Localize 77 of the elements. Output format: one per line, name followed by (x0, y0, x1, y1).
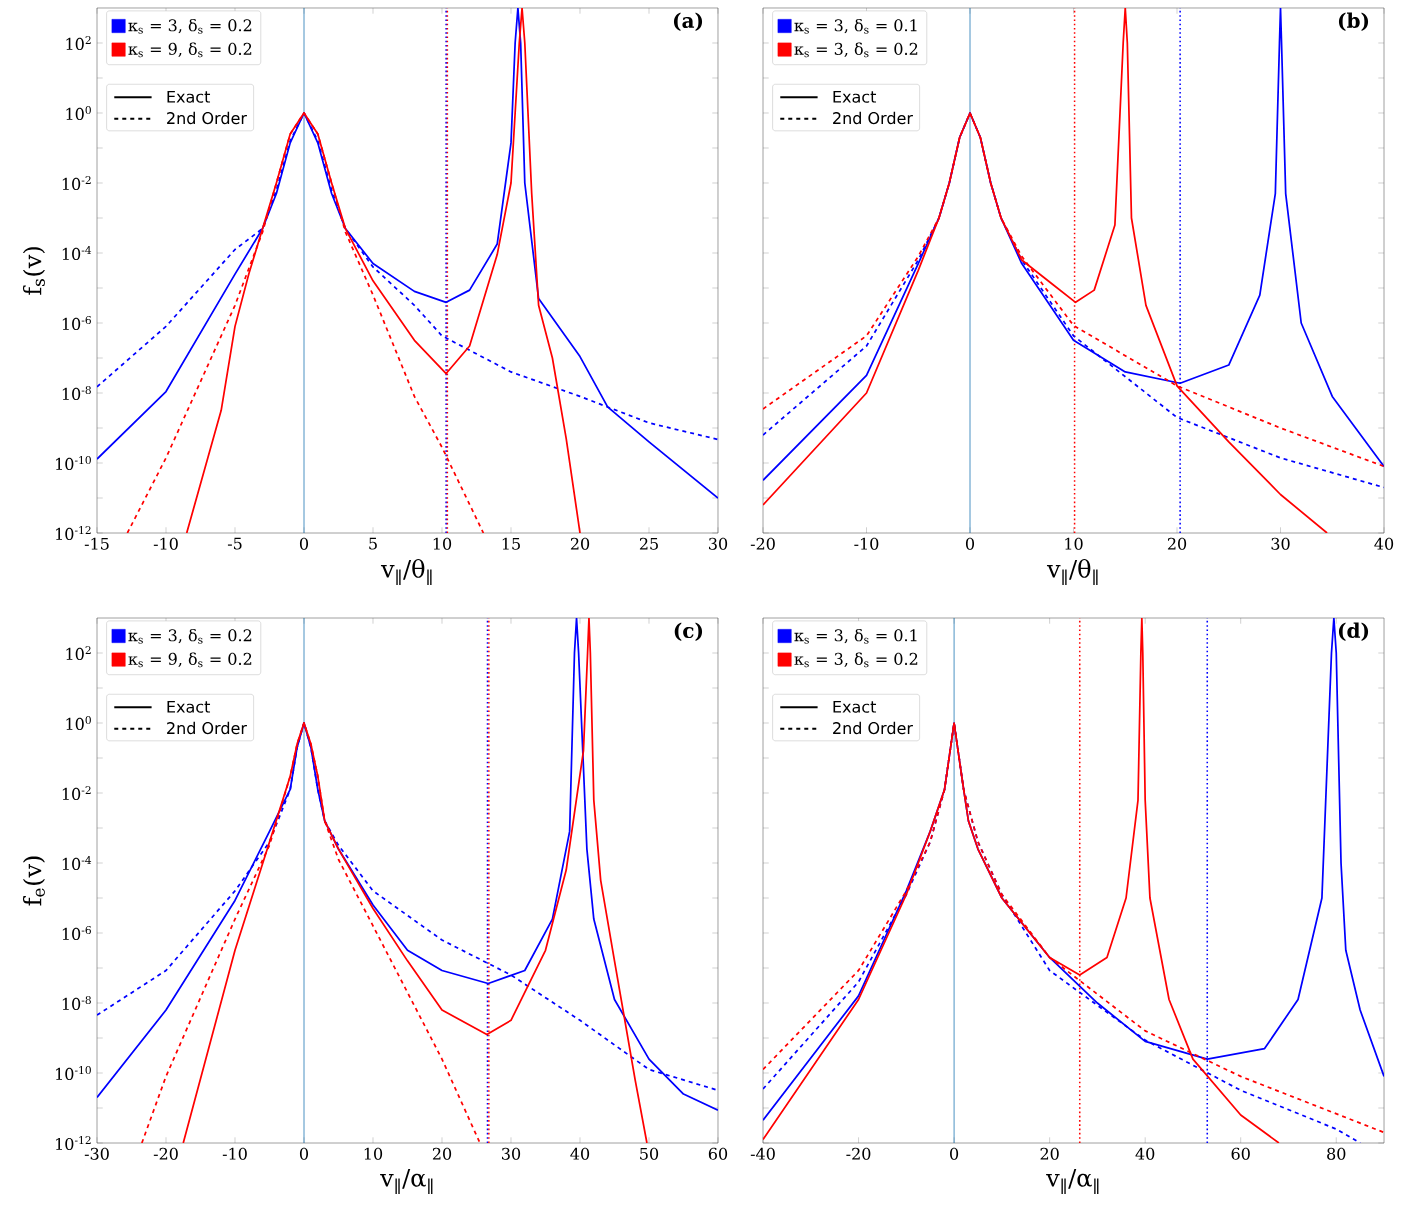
legend-label: κ$_{s}$ = 3, δ$_{s}$ = 0.1 (794, 18, 917, 34)
annotation: Exact (167, 90, 211, 103)
x-tick-label: 20 (432, 1147, 452, 1160)
x-tick-label: 10 (364, 1147, 383, 1160)
legend-label: κ$_{s}$ = 3, δ$_{s}$ = 0.1 (794, 628, 917, 644)
x-tick-label: 0 (299, 537, 309, 550)
annotation: Exact (167, 700, 211, 713)
x-tick-label: 50 (640, 1147, 659, 1160)
x-tick-label: 40 (1374, 537, 1394, 550)
x-axis-title: v$_{∥}$/θ$_{∥}$ (1046, 558, 1098, 586)
chart-title: (d) (1338, 622, 1369, 641)
chart-title: (c) (674, 622, 703, 641)
x-tick-label: 15 (502, 537, 520, 550)
x-tick-label: 30 (1271, 537, 1290, 550)
legend-label: κ$_{s}$ = 3, δ$_{s}$ = 0.2 (128, 18, 252, 34)
y-tick-label: 10$^{-12}$ (56, 526, 91, 540)
x-tick-label: -10 (222, 1147, 247, 1160)
y-tick-label: 10$^{2}$ (66, 646, 91, 660)
y-tick-label: 10$^{-6}$ (62, 316, 91, 330)
y-tick-label: 10$^{-6}$ (62, 926, 91, 940)
y-tick-label: 10$^{-10}$ (56, 1066, 91, 1080)
x-tick-label: 0 (950, 1147, 959, 1160)
x-tick-label: 80 (1327, 1147, 1346, 1160)
y-tick-label: 10$^{-4}$ (62, 856, 92, 870)
x-tick-label: 0 (965, 537, 975, 550)
x-tick-label: -10 (854, 537, 879, 550)
y-tick-label: 10$^{-8}$ (62, 996, 91, 1010)
chart-title: (a) (673, 12, 703, 31)
x-tick-label: 60 (708, 1147, 728, 1160)
x-tick-label: 10 (1065, 537, 1083, 550)
y-tick-label: 10$^{-2}$ (62, 786, 91, 800)
annotation: 2nd Order (167, 111, 247, 125)
x-tick-label: -40 (750, 1147, 775, 1160)
x-tick-label: 25 (639, 537, 658, 550)
legend-label: κ$_{s}$ = 9, δ$_{s}$ = 0.2 (128, 652, 252, 668)
legend-label: κ$_{s}$ = 3, δ$_{s}$ = 0.2 (794, 652, 918, 668)
line-series (97, 8, 718, 499)
y-axis-title: f$_{e}$(v) (22, 856, 45, 906)
x-tick-label: 5 (369, 537, 377, 550)
x-tick-label: -10 (153, 537, 178, 550)
legend-label: κ$_{s}$ = 3, δ$_{s}$ = 0.2 (794, 42, 918, 58)
annotation: 2nd Order (833, 721, 913, 735)
x-tick-label: 10 (433, 537, 452, 550)
x-tick-label: -20 (846, 1147, 871, 1160)
x-tick-label: -20 (153, 1147, 178, 1160)
x-tick-label: 0 (299, 1147, 309, 1160)
x-tick-label: -5 (227, 537, 242, 550)
x-tick-label: 20 (1167, 537, 1187, 550)
x-axis-title: v$_{∥}$/θ$_{∥}$ (380, 558, 432, 586)
y-tick-label: 10$^{2}$ (66, 36, 91, 50)
y-tick-label: 10$^{0}$ (66, 716, 91, 730)
x-tick-label: 30 (709, 537, 728, 550)
chart-title: (b) (1338, 12, 1369, 31)
y-tick-label: 10$^{-8}$ (62, 386, 91, 400)
y-axis-title: f$_{s}$(v) (22, 247, 45, 295)
annotation: Exact (833, 90, 877, 103)
y-tick-label: 10$^{-2}$ (62, 176, 91, 190)
x-axis-title: v$_{∥}$/α$_{∥}$ (1046, 1168, 1099, 1195)
x-tick-label: 60 (1231, 1147, 1250, 1160)
x-tick-label: 20 (570, 537, 590, 550)
y-tick-label: 10$^{-10}$ (56, 456, 91, 470)
y-tick-label: 10$^{0}$ (66, 106, 91, 120)
x-axis-title: v$_{∥}$/α$_{∥}$ (380, 1168, 433, 1195)
x-tick-label: 40 (570, 1147, 590, 1160)
annotation: 2nd Order (167, 721, 247, 735)
x-tick-label: 30 (502, 1147, 521, 1160)
legend-label: κ$_{s}$ = 9, δ$_{s}$ = 0.2 (128, 42, 252, 58)
x-tick-label: -30 (84, 1147, 109, 1160)
x-tick-label: -20 (750, 537, 775, 550)
y-tick-label: 10$^{-4}$ (62, 246, 92, 260)
y-tick-label: 10$^{-12}$ (56, 1136, 91, 1150)
annotation: 2nd Order (833, 111, 913, 125)
x-tick-label: 40 (1135, 1147, 1155, 1160)
annotation: Exact (833, 700, 877, 713)
x-tick-label: -15 (84, 537, 109, 550)
x-tick-label: 20 (1040, 1147, 1059, 1160)
legend-label: κ$_{s}$ = 3, δ$_{s}$ = 0.2 (128, 628, 252, 644)
